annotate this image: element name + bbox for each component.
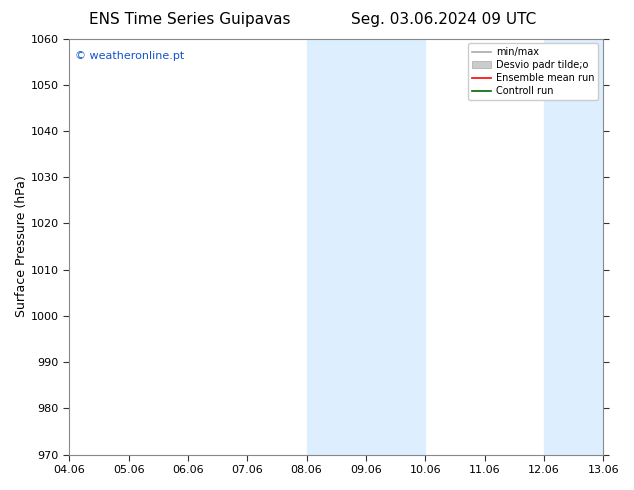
Bar bbox=[307, 39, 425, 455]
Text: Seg. 03.06.2024 09 UTC: Seg. 03.06.2024 09 UTC bbox=[351, 12, 536, 27]
Legend: min/max, Desvio padr tilde;o, Ensemble mean run, Controll run: min/max, Desvio padr tilde;o, Ensemble m… bbox=[468, 44, 598, 100]
Text: ENS Time Series Guipavas: ENS Time Series Guipavas bbox=[89, 12, 291, 27]
Text: © weatheronline.pt: © weatheronline.pt bbox=[75, 51, 184, 61]
Bar bbox=[544, 39, 633, 455]
Y-axis label: Surface Pressure (hPa): Surface Pressure (hPa) bbox=[15, 176, 28, 318]
